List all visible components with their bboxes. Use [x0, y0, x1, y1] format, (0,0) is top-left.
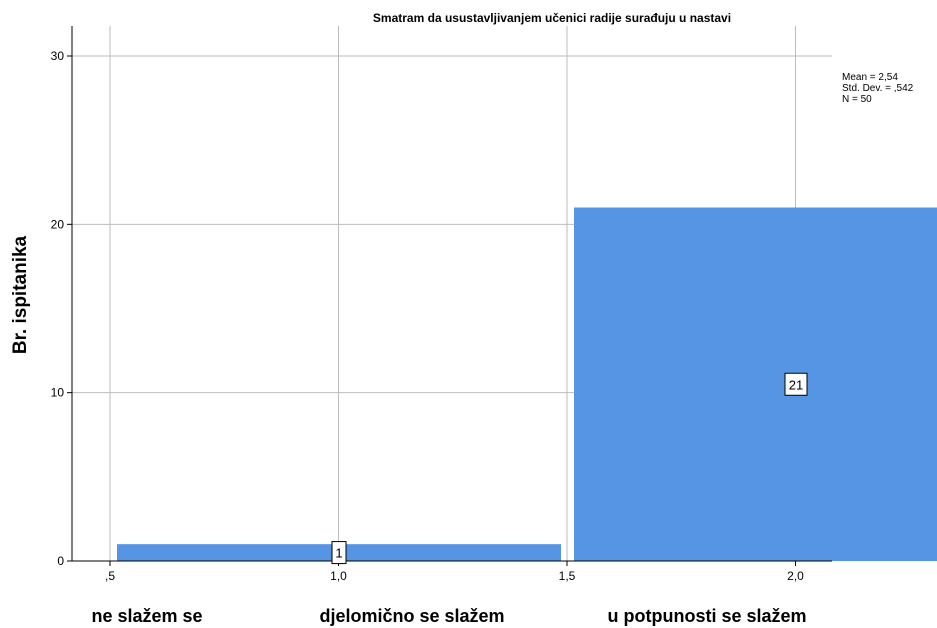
bar-value-label-1: 1 — [335, 546, 342, 561]
bars — [117, 207, 937, 561]
bar-2 — [574, 207, 937, 561]
chart-title: Smatram da usustavljivanjem učenici radi… — [373, 11, 731, 25]
x-tick-label: 1,5 — [559, 569, 576, 583]
x-tick-label: 1,0 — [330, 569, 347, 583]
stat-std-dev: Std. Dev. = ,542 — [842, 83, 914, 94]
category-label-2: djelomično se slažem — [319, 606, 504, 626]
statistics-legend: Mean = 2,54 Std. Dev. = ,542 N = 50 — [842, 72, 914, 105]
y-tick-label: 20 — [51, 217, 65, 231]
y-tick-label: 10 — [51, 386, 65, 400]
category-labels: ne slažem se djelomično se slažem u potp… — [91, 606, 806, 626]
category-label-3: u potpunosti se slažem — [607, 606, 806, 626]
x-tick-label: ,5 — [105, 569, 115, 583]
bar-value-label-2: 21 — [789, 377, 803, 392]
category-label-1: ne slažem se — [91, 606, 202, 626]
y-tick-label: 0 — [57, 554, 64, 568]
bar-label-box-2 — [784, 372, 808, 396]
bar-value-labels: 12128 — [331, 372, 808, 565]
stat-n: N = 50 — [842, 94, 872, 105]
stat-mean: Mean = 2,54 — [842, 72, 898, 83]
bar-label-box-1 — [331, 541, 347, 565]
x-tick-label: 2,0 — [787, 569, 804, 583]
axes — [71, 26, 832, 562]
y-tick-label: 30 — [51, 49, 65, 63]
y-axis-title: Br. ispitanika — [10, 235, 31, 354]
